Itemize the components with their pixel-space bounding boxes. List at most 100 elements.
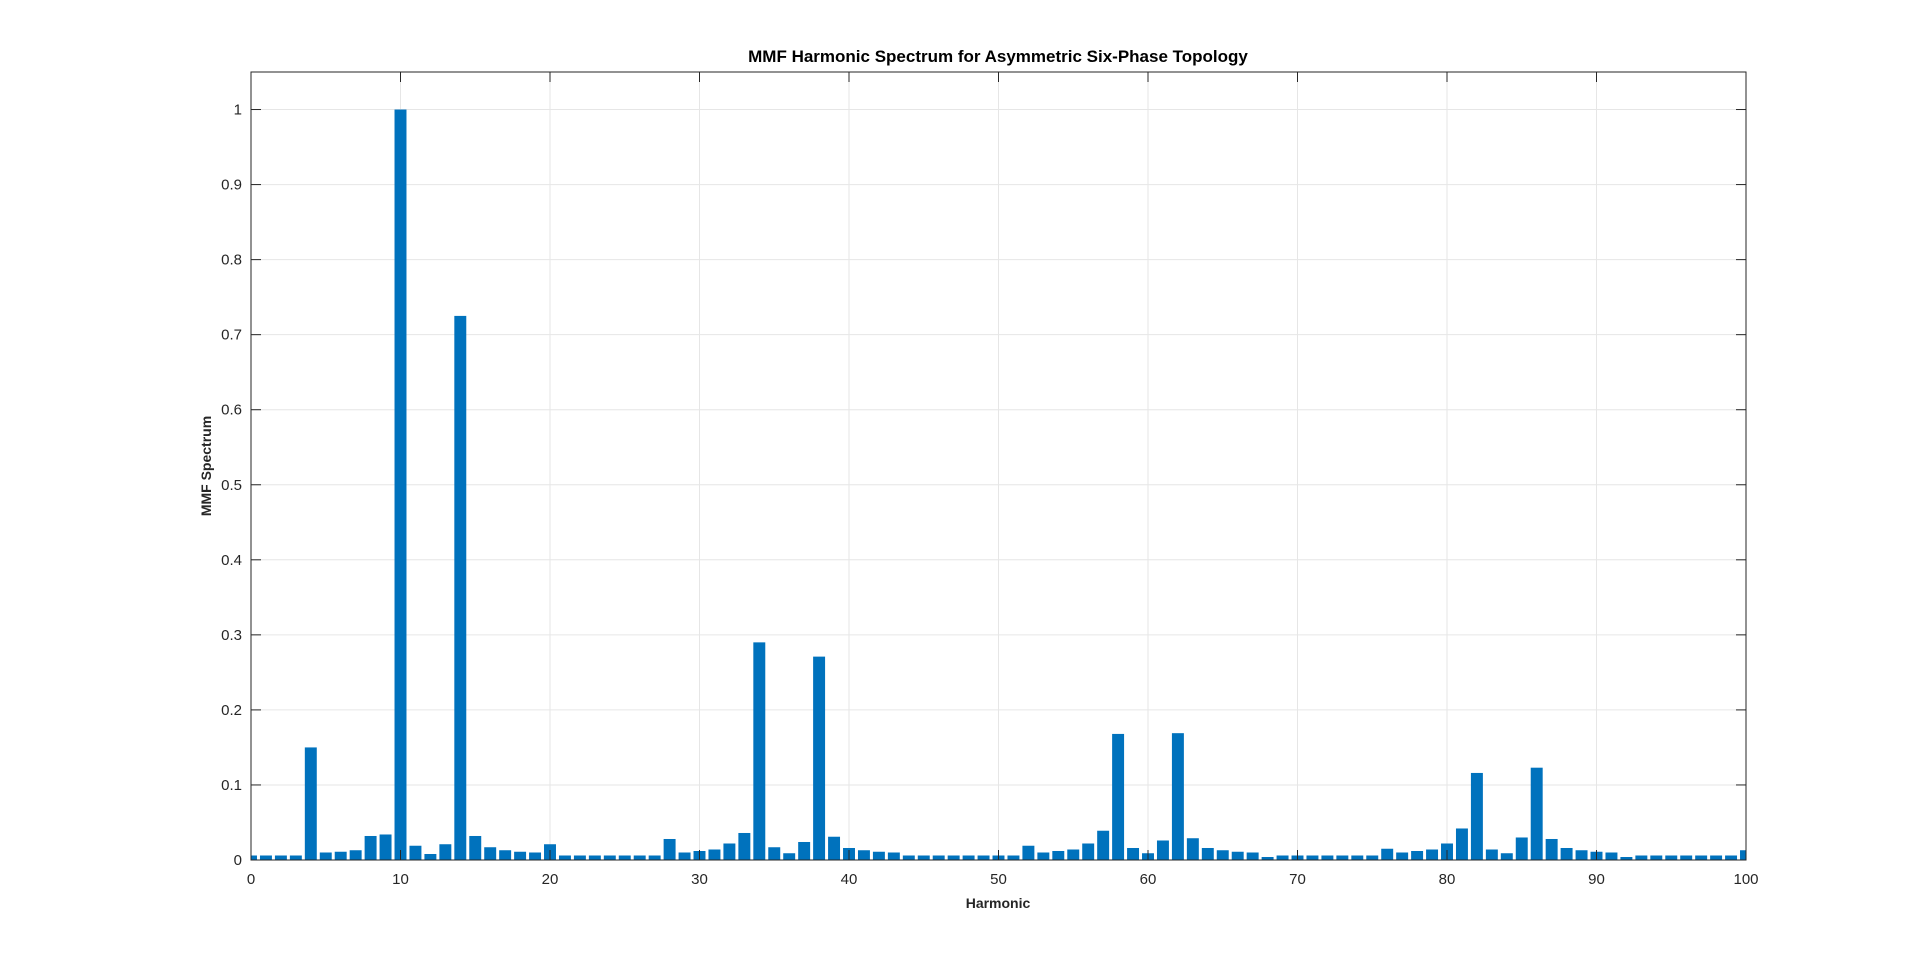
y-tick-label: 1 (234, 102, 242, 119)
bar-harmonic-69 (1276, 855, 1289, 860)
y-tick-labels: 0 0.1 0.2 0.3 0.4 0.5 0.6 0.7 0.8 0.9 1 (221, 102, 242, 869)
bar-harmonic-84 (1500, 853, 1513, 860)
bar-harmonic-68 (1261, 856, 1274, 860)
bar-harmonic-75 (1366, 855, 1379, 860)
bar-harmonic-6 (334, 851, 347, 860)
y-tick-label: 0.4 (221, 552, 242, 569)
x-tick-label: 0 (247, 871, 255, 888)
x-tick-label: 100 (1733, 871, 1758, 888)
y-tick-label: 0 (234, 852, 242, 869)
bar-harmonic-34 (753, 642, 766, 860)
bar-harmonic-36 (783, 853, 796, 860)
bar-harmonic-44 (902, 855, 915, 860)
y-tick-label: 0.8 (221, 252, 242, 269)
bar-harmonic-32 (723, 843, 736, 860)
y-tick-label: 0.7 (221, 327, 242, 344)
bar-harmonic-5 (319, 852, 332, 860)
bar-harmonic-87 (1545, 838, 1558, 860)
y-tick-label: 0.1 (221, 777, 242, 794)
bar-harmonic-49 (977, 855, 990, 860)
bar-harmonic-3 (289, 855, 302, 860)
bar-harmonic-51 (1007, 855, 1020, 860)
x-tick-label: 20 (542, 871, 559, 888)
bar-harmonic-26 (633, 855, 646, 860)
bar-harmonic-54 (1052, 850, 1065, 860)
bar-harmonic-52 (1022, 845, 1035, 860)
bar-harmonic-99 (1725, 855, 1738, 860)
x-axis-label: Harmonic (966, 895, 1031, 911)
bar-harmonic-66 (1231, 851, 1244, 860)
bar-harmonic-56 (1082, 843, 1095, 860)
bar-harmonic-62 (1171, 733, 1184, 860)
x-tick-label: 50 (990, 871, 1007, 888)
bar-harmonic-23 (588, 855, 601, 860)
x-tick-label: 80 (1439, 871, 1456, 888)
bar-harmonic-96 (1680, 855, 1693, 860)
bar-harmonic-81 (1455, 828, 1468, 860)
bar-harmonic-10 (394, 109, 407, 861)
bar-harmonic-86 (1530, 767, 1543, 860)
bar-harmonic-98 (1710, 855, 1723, 860)
y-tick-label: 0.6 (221, 402, 242, 419)
bar-harmonic-25 (618, 855, 631, 860)
x-tick-label: 60 (1140, 871, 1157, 888)
bar-harmonic-67 (1246, 852, 1259, 860)
bar-harmonic-42 (872, 851, 885, 860)
bar-harmonic-58 (1112, 733, 1125, 860)
bar-harmonic-95 (1665, 855, 1678, 860)
y-axis-label: MMF Spectrum (198, 416, 214, 516)
bar-harmonic-29 (678, 852, 691, 860)
bar-harmonic-41 (857, 850, 870, 860)
bar-harmonic-55 (1067, 849, 1080, 860)
bar-harmonic-89 (1575, 850, 1588, 860)
y-tick-label: 0.2 (221, 702, 242, 719)
bar-harmonic-79 (1426, 849, 1439, 860)
x-tick-label: 30 (691, 871, 708, 888)
bar-harmonic-19 (529, 852, 542, 860)
bar-harmonic-12 (424, 853, 437, 860)
bar-harmonic-88 (1560, 847, 1573, 860)
bar-harmonic-13 (439, 844, 452, 860)
bar-harmonic-28 (663, 838, 676, 860)
bar-harmonic-74 (1351, 855, 1364, 860)
plot-frame (250, 71, 1747, 861)
x-tick-labels: 0 10 20 30 40 50 60 70 80 90 100 (247, 871, 1759, 888)
bar-harmonic-37 (798, 841, 811, 860)
bar-harmonic-14 (454, 315, 467, 860)
bar-harmonic-72 (1321, 855, 1334, 860)
bar-harmonic-1 (259, 855, 272, 860)
bar-harmonic-38 (813, 656, 826, 860)
bar-harmonic-53 (1037, 852, 1050, 860)
bar-harmonic-24 (603, 855, 616, 860)
bar-harmonic-59 (1127, 847, 1140, 860)
y-tick-label: 0.9 (221, 177, 242, 194)
bar-harmonic-65 (1216, 850, 1229, 860)
bar-harmonic-9 (379, 834, 392, 860)
bar-harmonic-11 (409, 845, 422, 860)
bar-harmonic-35 (768, 847, 781, 860)
bar-harmonic-91 (1605, 852, 1618, 860)
bar-harmonic-33 (738, 832, 751, 860)
bar-harmonic-8 (364, 835, 377, 860)
bar-harmonic-63 (1186, 838, 1199, 860)
bar-harmonic-100 (1740, 850, 1746, 860)
bar-harmonic-85 (1515, 837, 1528, 860)
bar-harmonic-97 (1695, 855, 1708, 860)
y-tick-label: 0.3 (221, 627, 242, 644)
bar-harmonic-57 (1097, 830, 1110, 860)
bar-harmonic-17 (499, 850, 512, 860)
bar-harmonic-71 (1306, 855, 1319, 860)
bar-harmonic-94 (1650, 855, 1663, 860)
bar-harmonic-39 (828, 836, 841, 860)
bar-harmonic-64 (1201, 847, 1214, 860)
bar-harmonic-31 (708, 849, 721, 860)
bar-harmonic-22 (573, 855, 586, 860)
chart-title: MMF Harmonic Spectrum for Asymmetric Six… (748, 47, 1248, 66)
bar-harmonic-0 (251, 855, 257, 860)
bar-harmonic-77 (1396, 852, 1409, 860)
bar-harmonic-83 (1485, 849, 1498, 860)
bar-harmonic-61 (1156, 840, 1169, 860)
bar-harmonic-82 (1470, 772, 1483, 860)
